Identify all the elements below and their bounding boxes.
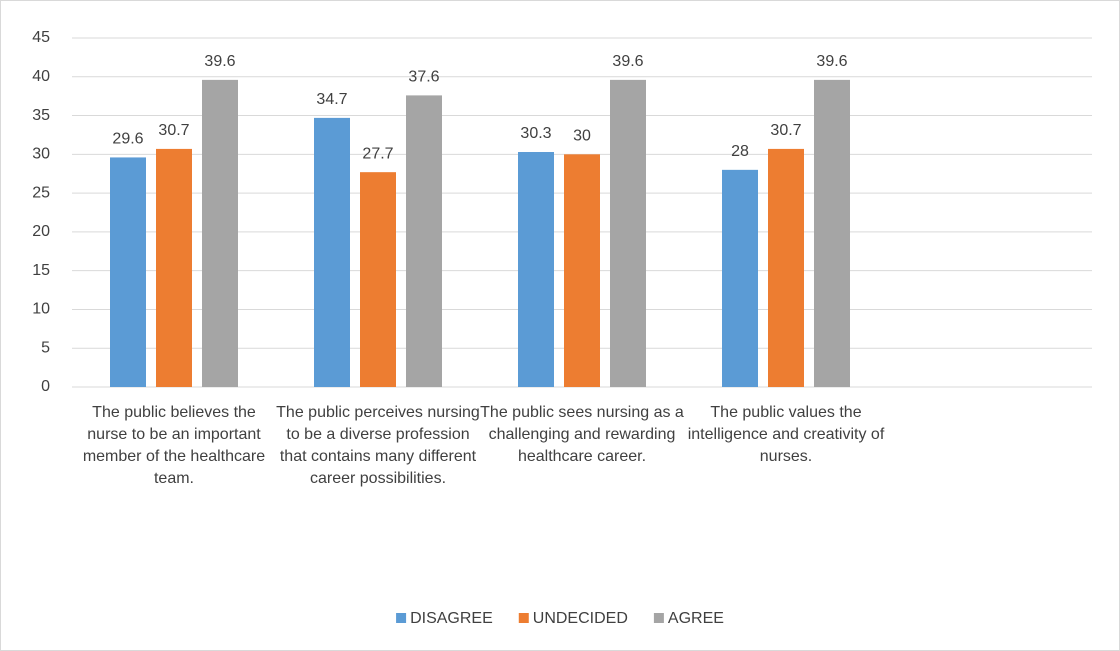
bar	[156, 148, 192, 387]
y-tick-label: 5	[41, 339, 50, 356]
bar	[406, 95, 442, 387]
data-label: 30.7	[770, 122, 801, 139]
bar	[360, 172, 396, 387]
data-label: 30.7	[158, 122, 189, 139]
legend-label: DISAGREE	[410, 610, 493, 627]
y-tick-label: 40	[32, 68, 50, 85]
legend-item: AGREE	[653, 610, 724, 627]
data-label: 34.7	[316, 91, 347, 108]
y-tick-label: 25	[32, 184, 50, 201]
y-tick-label: 20	[32, 223, 50, 240]
data-label: 39.6	[204, 53, 235, 70]
data-label: 39.6	[816, 53, 847, 70]
legend-swatch	[653, 613, 664, 623]
legend-item: UNDECIDED	[518, 610, 628, 627]
y-tick-label: 10	[32, 301, 50, 318]
legend-label: AGREE	[668, 610, 724, 627]
y-tick-label: 30	[32, 146, 50, 163]
bar	[202, 79, 238, 387]
bar	[722, 169, 758, 387]
bar	[110, 157, 146, 387]
y-tick-label: 0	[41, 378, 50, 395]
bar	[314, 117, 350, 387]
y-tick-label: 35	[32, 107, 50, 124]
data-label: 27.7	[362, 145, 393, 162]
x-tick-label: The public perceives nursing to be a div…	[276, 404, 480, 487]
x-tick-label: The public values the intelligence and c…	[687, 404, 885, 465]
data-label: 37.6	[408, 69, 439, 86]
data-label: 29.6	[112, 131, 143, 148]
legend-swatch	[396, 613, 407, 623]
legend-swatch	[518, 613, 529, 623]
data-label: 30.3	[520, 125, 551, 142]
y-tick-label: 15	[32, 262, 50, 279]
x-tick-label: The public sees nursing as a challenging…	[480, 404, 684, 465]
data-label: 39.6	[612, 53, 643, 70]
bar	[518, 152, 554, 387]
legend-label: UNDECIDED	[533, 610, 628, 627]
bar	[768, 148, 804, 387]
bar	[564, 154, 600, 387]
data-label: 30	[573, 128, 591, 145]
data-label: 28	[731, 143, 749, 160]
bar	[610, 79, 646, 387]
bar	[814, 79, 850, 387]
y-tick-label: 45	[32, 29, 50, 46]
x-tick-label: The public believes the nurse to be an i…	[82, 404, 266, 487]
legend-item: DISAGREE	[396, 610, 493, 627]
